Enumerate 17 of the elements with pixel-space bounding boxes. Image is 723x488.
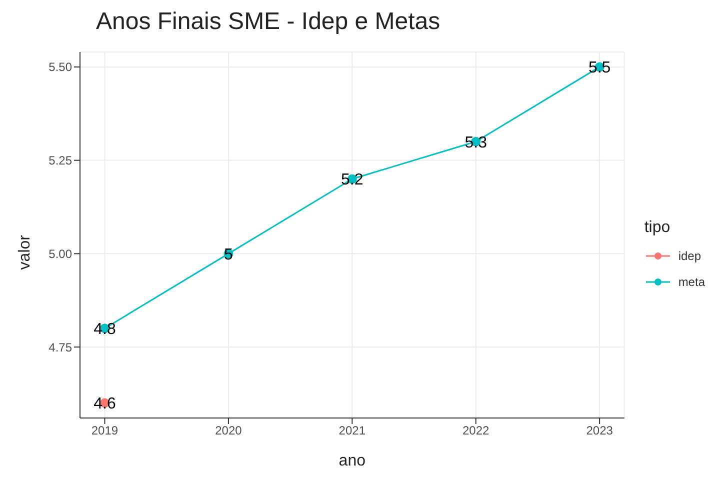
x-tick-label: 2022 bbox=[462, 424, 490, 438]
data-label: 4.8 bbox=[94, 321, 116, 338]
x-tick-label: 2023 bbox=[586, 424, 614, 438]
y-tick-label: 4.75 bbox=[48, 340, 72, 354]
legend-label: meta bbox=[678, 275, 705, 289]
data-label: 4.6 bbox=[94, 396, 116, 413]
y-tick-label: 5.50 bbox=[48, 60, 72, 74]
legend-label: idep bbox=[678, 249, 701, 263]
chart-title: Anos Finais SME - Idep e Metas bbox=[96, 8, 442, 37]
x-tick-label: 2019 bbox=[91, 424, 118, 438]
x-tick-label: 2021 bbox=[338, 424, 366, 438]
x-tick-label: 2020 bbox=[215, 424, 242, 438]
y-tick-label: 5.25 bbox=[48, 154, 72, 168]
y-tick-label: 5.00 bbox=[48, 246, 72, 261]
legend-title: tipo bbox=[644, 219, 672, 237]
x-axis-title: ano bbox=[338, 452, 366, 470]
y-axis-title: valor bbox=[16, 234, 34, 270]
